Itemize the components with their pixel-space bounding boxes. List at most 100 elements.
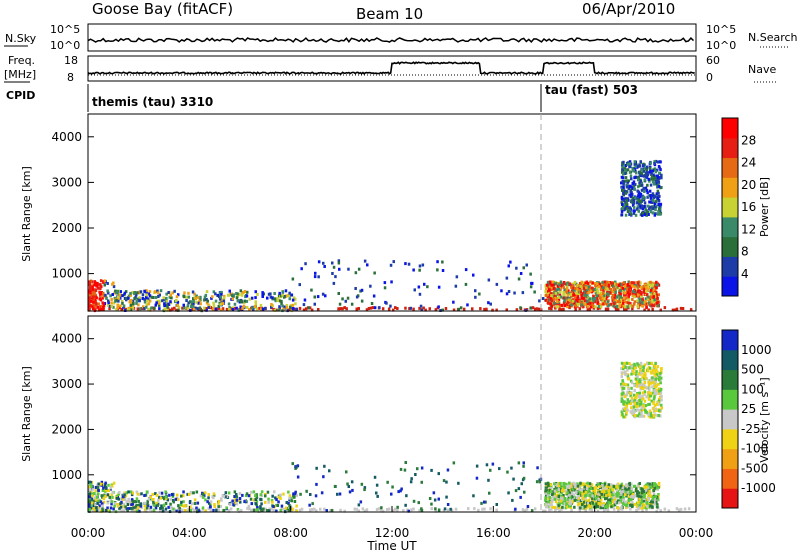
velocity-cell: [649, 411, 653, 415]
power-cell: [404, 306, 407, 310]
power-cell: [217, 295, 221, 299]
cpid-panel: CPID themis (tau) 3310 tau (fast) 503: [6, 83, 638, 112]
velocity-cell: [585, 504, 589, 508]
power-cell: [243, 290, 247, 293]
velocity-cell: [554, 508, 557, 512]
velocity-cell: [587, 504, 590, 508]
power-cell: [292, 296, 296, 300]
velocity-cell: [136, 504, 139, 507]
velocity-cell: [217, 505, 220, 509]
power-cell: [221, 302, 224, 305]
power-cell: [581, 292, 585, 296]
velocity-cell: [630, 364, 634, 368]
velocity-cell: [641, 394, 644, 398]
velocity-cell: [613, 496, 617, 500]
velocity-cell: [170, 493, 174, 496]
power-cell: [626, 210, 630, 213]
velocity-cell: [623, 415, 627, 419]
power-cell: [641, 287, 644, 290]
power-cell: [126, 296, 130, 300]
power-cell: [91, 288, 95, 292]
velocity-cell: [654, 407, 658, 411]
power-cell: [132, 302, 135, 306]
velocity-cell: [634, 489, 638, 493]
velocity-cell: [639, 386, 643, 390]
velocity-cell: [397, 490, 400, 494]
velocity-cell: [625, 361, 629, 365]
velocity-cell: [622, 367, 625, 371]
power-cell: [100, 285, 103, 289]
velocity-cell: [167, 505, 170, 509]
power-cell: [656, 302, 659, 305]
power-cell: [566, 293, 570, 297]
velocity-cell: [153, 503, 156, 507]
velocity-cell: [322, 475, 325, 479]
power-cell: [623, 307, 626, 311]
power-cell: [205, 297, 208, 301]
velocity-cell: [641, 397, 644, 401]
power-cell: [625, 307, 628, 311]
power-cell: [357, 267, 361, 271]
power-cell: [479, 307, 482, 311]
power-cell: [278, 291, 281, 295]
velocity-cell: [100, 509, 103, 513]
velocity-cell: [106, 506, 109, 510]
power-cell: [657, 209, 660, 213]
power-cell: [109, 294, 112, 298]
velocity-cell: [90, 504, 93, 507]
velocity-cell: [584, 509, 587, 512]
power-cell: [631, 203, 635, 207]
velocity-cell: [547, 496, 550, 500]
velocity-cell: [647, 397, 651, 401]
velocity-cell: [533, 507, 537, 511]
power-cell: [554, 291, 558, 295]
power-cell: [568, 296, 571, 300]
velocity-cell: [91, 494, 94, 498]
power-cell: [196, 307, 200, 311]
power-cell: [354, 287, 357, 290]
velocity-cell: [88, 508, 91, 512]
power-cell: [574, 291, 578, 295]
velocity-cell: [657, 378, 661, 382]
power-cell: [617, 296, 621, 300]
power-cell: [589, 305, 593, 309]
power-cell: [176, 300, 180, 304]
power-cell: [633, 302, 636, 306]
power-cell: [611, 293, 615, 297]
velocity-cell: [642, 490, 646, 493]
power-cell: [119, 290, 122, 294]
velocity-cell: [122, 502, 125, 506]
power-cell: [270, 303, 273, 306]
velocity-cell: [638, 378, 641, 382]
velocity-cell: [237, 498, 240, 502]
velocity-cell: [129, 490, 132, 494]
power-cell: [243, 301, 246, 305]
power-cell: [634, 183, 637, 186]
velocity-cell: [660, 398, 663, 402]
power-cell: [607, 290, 610, 294]
power-cell: [220, 298, 223, 302]
power-cell: [639, 303, 643, 307]
velocity-cell: [652, 406, 655, 410]
power-cell: [369, 306, 373, 310]
velocity-cell: [571, 495, 574, 499]
velocity-cell: [192, 491, 195, 495]
velocity-cell: [652, 489, 656, 493]
power-cell: [618, 303, 622, 307]
velocity-cell: [641, 391, 645, 395]
nave-tick-low: 0: [706, 71, 713, 84]
power-cell: [645, 213, 648, 217]
velocity-cell: [113, 504, 116, 508]
power-cell: [582, 286, 586, 290]
velocity-cell: [267, 500, 270, 504]
power-cell: [310, 288, 313, 292]
velocity-cell: [547, 500, 550, 504]
velocity-cell: [101, 504, 104, 508]
power-cell: [157, 295, 160, 298]
velocity-cell: [434, 509, 438, 513]
velocity-cell: [657, 397, 661, 401]
power-cell: [108, 307, 111, 311]
velocity-colorbar-swatch: [722, 369, 738, 390]
power-cell: [653, 160, 656, 164]
velocity-cell: [645, 395, 648, 399]
